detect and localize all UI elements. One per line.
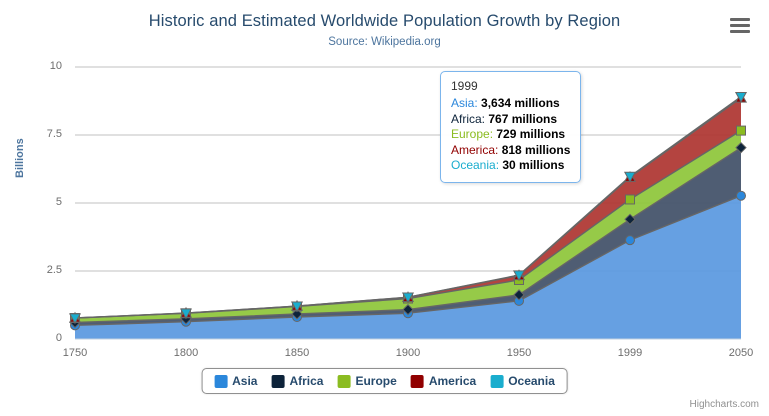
tooltip-row-asia: Asia: 3,634 millions <box>451 96 570 112</box>
marker-europe-2050[interactable] <box>736 125 746 136</box>
tooltip-series-value: 818 millions <box>501 142 571 157</box>
tooltip-row-europe: Europe: 729 millions <box>451 127 570 143</box>
legend-swatch-oceania <box>490 374 504 388</box>
legend-label: Asia <box>232 374 258 388</box>
marker-oceania-1850[interactable] <box>290 301 304 313</box>
legend-swatch-asia <box>214 374 228 388</box>
marker-africa-2050[interactable] <box>735 141 747 154</box>
tooltip-series-value: 30 millions <box>502 158 565 172</box>
y-tick-label: 7.5 <box>46 128 62 140</box>
legend-item-oceania[interactable]: Oceania <box>490 374 555 388</box>
legend-label: Oceania <box>508 374 555 388</box>
menu-bar-1 <box>730 18 750 21</box>
marker-africa-1850[interactable] <box>291 308 303 320</box>
x-tick-label: 1999 <box>617 347 643 359</box>
legend-label: Europe <box>355 374 397 388</box>
y-tick-label: 10 <box>49 60 62 72</box>
tooltip-header: 1999 <box>451 79 478 93</box>
legend-item-africa[interactable]: Africa <box>271 374 323 388</box>
tooltip-series-name: Asia: <box>451 96 482 110</box>
legend: Asia Africa Europe America Oceania <box>201 368 568 394</box>
series-markers <box>68 91 748 331</box>
tooltip-series-name: Oceania: <box>451 158 503 172</box>
y-axis-title: Billions <box>14 138 26 178</box>
marker-oceania-1950[interactable] <box>512 270 526 282</box>
marker-africa-1999[interactable] <box>624 213 636 225</box>
tooltip-row-america: America: 818 millions <box>451 143 570 159</box>
tooltip-series-value: 767 millions <box>488 111 558 126</box>
x-tick-label: 2050 <box>728 347 754 359</box>
tooltip-row-africa: Africa: 767 millions <box>451 112 570 128</box>
marker-oceania-1800[interactable] <box>179 308 193 320</box>
tooltip-rows: Asia: 3,634 millions Africa: 767 millions… <box>451 96 570 174</box>
menu-bar-3 <box>730 30 750 33</box>
y-tick-label: 0 <box>55 332 62 344</box>
legend-items: Asia Africa Europe America Oceania <box>214 374 555 388</box>
x-tick-label: 1750 <box>62 347 88 359</box>
tooltip-series-name: Europe: <box>451 127 497 141</box>
menu-bar-2 <box>730 24 750 27</box>
area-africa <box>75 147 741 326</box>
highcharts-credits[interactable]: Highcharts.com <box>689 399 759 410</box>
chart-subtitle: Source: Wikipedia.org <box>328 36 441 48</box>
tooltip-series-name: Africa: <box>451 111 489 126</box>
legend-label: America <box>428 374 477 388</box>
legend-item-asia[interactable]: Asia <box>214 374 257 388</box>
x-tick-label: 1950 <box>506 347 532 359</box>
tooltip: 1999 Asia: 3,634 millions Africa: 767 mil… <box>440 71 582 183</box>
y-tick-label: 2.5 <box>46 264 62 276</box>
area-america <box>75 97 741 319</box>
marker-asia-2050[interactable] <box>736 190 746 201</box>
marker-africa-1900[interactable] <box>402 303 414 316</box>
legend-swatch-africa <box>271 374 285 388</box>
marker-oceania-1999[interactable] <box>623 171 637 183</box>
legend-item-america[interactable]: America <box>410 374 477 388</box>
tooltip-row-oceania: Oceania: 30 millions <box>451 158 570 174</box>
area-europe <box>75 130 741 323</box>
area-asia <box>75 195 741 339</box>
marker-oceania-1750[interactable] <box>68 313 82 325</box>
tooltip-series-value: 3,634 millions <box>481 96 560 110</box>
legend-swatch-europe <box>337 374 351 388</box>
tooltip-series-name: America: <box>451 142 502 157</box>
hamburger-menu-icon[interactable] <box>727 14 753 36</box>
legend-item-europe[interactable]: Europe <box>337 374 397 388</box>
x-tick-label: 1800 <box>173 347 199 359</box>
marker-oceania-2050[interactable] <box>734 92 748 103</box>
tooltip-series-value: 729 millions <box>496 127 566 141</box>
y-tick-label: 5 <box>55 196 62 208</box>
marker-oceania-1900[interactable] <box>401 292 415 304</box>
chart-title: Historic and Estimated Worldwide Populat… <box>148 12 621 30</box>
marker-asia-1999[interactable] <box>625 235 635 246</box>
marker-africa-1950[interactable] <box>513 289 525 301</box>
marker-europe-1999[interactable] <box>625 194 635 205</box>
legend-label: Africa <box>289 374 324 388</box>
legend-swatch-america <box>410 374 424 388</box>
series-areas <box>75 96 741 339</box>
x-tick-label: 1850 <box>284 347 310 359</box>
x-tick-label: 1900 <box>395 347 421 359</box>
